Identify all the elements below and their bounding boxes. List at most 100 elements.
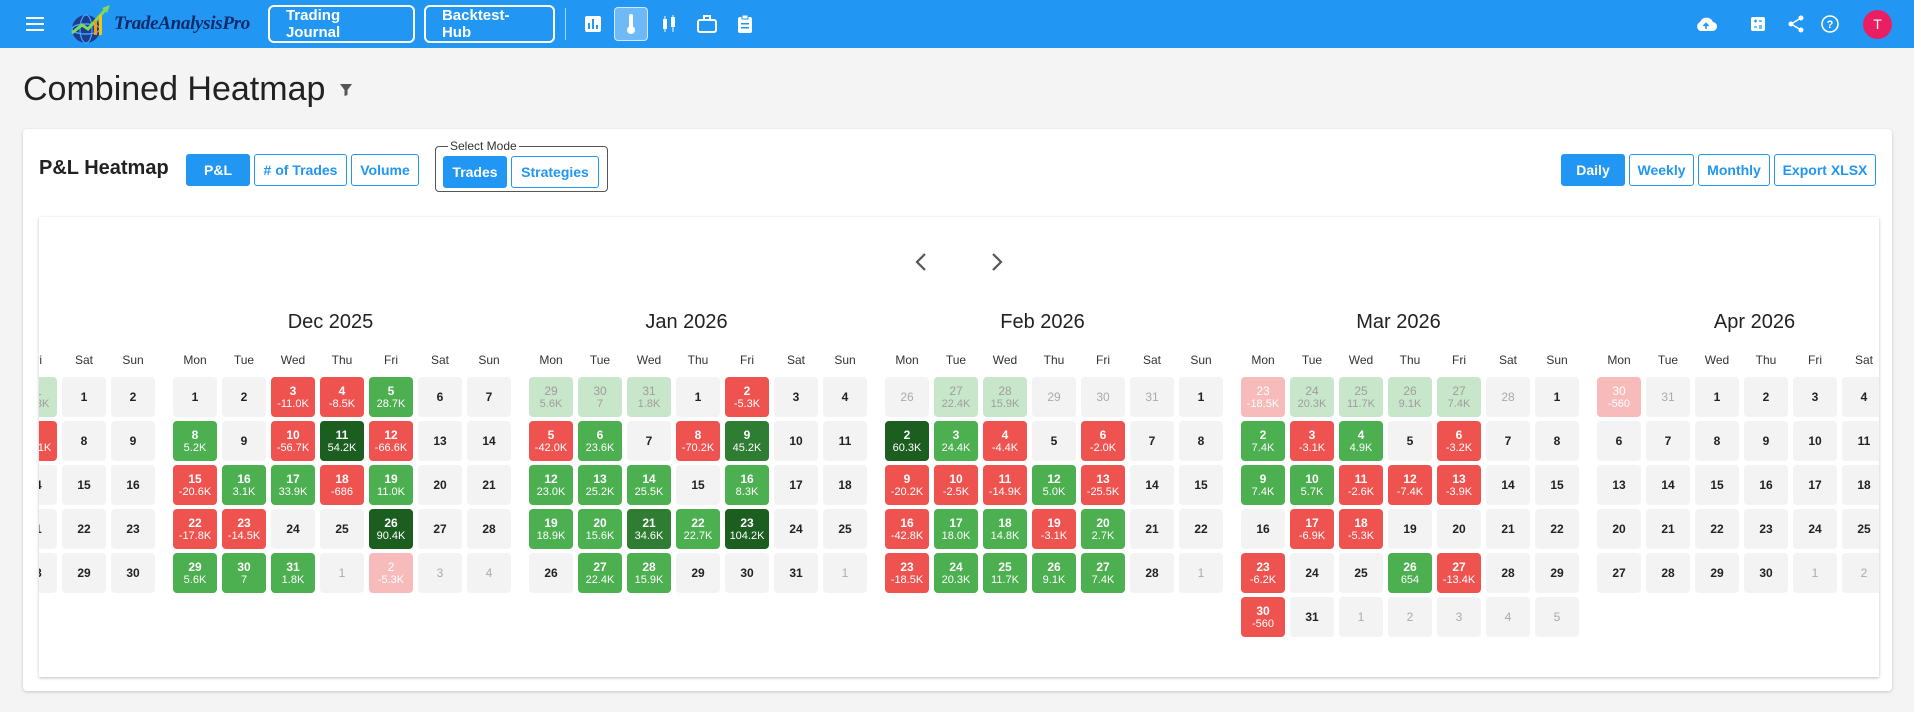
day-cell[interactable]: 20 2.7K	[1081, 509, 1125, 549]
day-cell[interactable]: 28 15.9K	[983, 377, 1027, 417]
day-cell[interactable]: 10 5.7K	[1290, 465, 1334, 505]
day-cell[interactable]: 8 5.2K	[173, 421, 217, 461]
day-cell[interactable]: 7	[1130, 421, 1174, 461]
day-cell[interactable]: 29 5.6K	[173, 553, 217, 593]
day-cell[interactable]: 30	[1744, 553, 1788, 593]
day-cell[interactable]: 30 7	[578, 377, 622, 417]
day-cell[interactable]: 24 20.3K	[934, 553, 978, 593]
day-cell[interactable]: 14	[1130, 465, 1174, 505]
weekly-period-button[interactable]: Weekly	[1629, 154, 1694, 186]
day-cell[interactable]: 2 7.4K	[1241, 421, 1285, 461]
day-cell[interactable]: 25 11.7K	[1339, 377, 1383, 417]
day-cell[interactable]: 15	[1695, 465, 1739, 505]
day-cell[interactable]: 23 -6.2K	[1241, 553, 1285, 593]
day-cell[interactable]: 17	[774, 465, 818, 505]
day-cell[interactable]: 30 -560	[1597, 377, 1641, 417]
day-cell[interactable]: 4 4.9K	[1339, 421, 1383, 461]
day-cell[interactable]: 28	[39, 553, 57, 593]
day-cell[interactable]: 5	[1388, 421, 1432, 461]
day-cell[interactable]: 14	[1646, 465, 1690, 505]
day-cell[interactable]: 31 1.8K	[627, 377, 671, 417]
day-cell[interactable]: 3	[1793, 377, 1837, 417]
day-cell[interactable]: 25 11.7K	[983, 553, 1027, 593]
day-cell[interactable]: 29 5.6K	[529, 377, 573, 417]
day-cell[interactable]: 8	[1695, 421, 1739, 461]
day-cell[interactable]: 8 -70.2K	[676, 421, 720, 461]
day-cell[interactable]: 1	[62, 377, 106, 417]
strategies-mode-button[interactable]: Strategies	[511, 156, 599, 188]
day-cell[interactable]: 16 3.1K	[222, 465, 266, 505]
day-cell[interactable]: 5 28.7K	[369, 377, 413, 417]
day-cell[interactable]: 29	[62, 553, 106, 593]
clipboard-icon[interactable]	[728, 7, 762, 41]
day-cell[interactable]: 29	[1695, 553, 1739, 593]
day-cell[interactable]: 23	[111, 509, 155, 549]
day-cell[interactable]: 11	[1842, 421, 1879, 461]
day-cell[interactable]: 17 18.0K	[934, 509, 978, 549]
day-cell[interactable]: 27	[418, 509, 462, 549]
day-cell[interactable]: 15	[1535, 465, 1579, 505]
day-cell[interactable]: 25	[823, 509, 867, 549]
day-cell[interactable]: 1	[1339, 597, 1383, 637]
day-cell[interactable]: 25	[1339, 553, 1383, 593]
day-cell[interactable]: 27 -13.4K	[1437, 553, 1481, 593]
day-cell[interactable]: 19	[1388, 509, 1432, 549]
day-cell[interactable]: 26 654	[1388, 553, 1432, 593]
day-cell[interactable]: 14	[39, 465, 57, 505]
day-cell[interactable]: 26 9.1K	[1032, 553, 1076, 593]
help-icon[interactable]: ?	[1813, 7, 1847, 41]
day-cell[interactable]: 9	[111, 421, 155, 461]
day-cell[interactable]: 18 -686	[320, 465, 364, 505]
day-cell[interactable]: 27 7.4K	[1437, 377, 1481, 417]
day-cell[interactable]: 12 -66.6K	[369, 421, 413, 461]
day-cell[interactable]: 16	[111, 465, 155, 505]
day-cell[interactable]: 19 18.9K	[529, 509, 573, 549]
day-cell[interactable]: 29	[1535, 553, 1579, 593]
day-cell[interactable]: 9 7.4K	[1241, 465, 1285, 505]
day-cell[interactable]: 20	[418, 465, 462, 505]
day-cell[interactable]: 1	[1179, 553, 1223, 593]
day-cell[interactable]: 23 104.2K	[725, 509, 769, 549]
calculator-icon[interactable]	[1741, 7, 1775, 41]
day-cell[interactable]: 23 -18.5K	[1241, 377, 1285, 417]
day-cell[interactable]: 11	[823, 421, 867, 461]
day-cell[interactable]: 17 33.9K	[271, 465, 315, 505]
day-cell[interactable]: 9	[222, 421, 266, 461]
day-cell[interactable]: 21 34.6K	[627, 509, 671, 549]
day-cell[interactable]: 7	[1646, 421, 1690, 461]
day-cell[interactable]: 21	[1646, 509, 1690, 549]
day-cell[interactable]: 11 -2.6K	[1339, 465, 1383, 505]
day-cell[interactable]: 29	[676, 553, 720, 593]
day-cell[interactable]: 8	[1535, 421, 1579, 461]
day-cell[interactable]: 28	[467, 509, 511, 549]
day-cell[interactable]: 1	[1179, 377, 1223, 417]
day-cell[interactable]: 5 -42.0K	[529, 421, 573, 461]
day-cell[interactable]: 4 -8.5K	[320, 377, 364, 417]
day-cell[interactable]: 11 54.2K	[320, 421, 364, 461]
day-cell[interactable]: 30 7	[222, 553, 266, 593]
day-cell[interactable]: 14 25.5K	[627, 465, 671, 505]
previous-arrow-icon[interactable]	[909, 250, 933, 274]
day-cell[interactable]: 1	[173, 377, 217, 417]
day-cell[interactable]: 20	[1597, 509, 1641, 549]
day-cell[interactable]: 21	[39, 509, 57, 549]
day-cell[interactable]: 26	[885, 377, 929, 417]
day-cell[interactable]: 16 -42.8K	[885, 509, 929, 549]
day-cell[interactable]: 30	[725, 553, 769, 593]
day-cell[interactable]: 30	[111, 553, 155, 593]
day-cell[interactable]: 26 90.4K	[369, 509, 413, 549]
day-cell[interactable]: 3	[418, 553, 462, 593]
day-cell[interactable]: 21	[1486, 509, 1530, 549]
day-cell[interactable]: 10	[1793, 421, 1837, 461]
day-cell[interactable]: 31	[774, 553, 818, 593]
day-cell[interactable]: 31	[1290, 597, 1334, 637]
day-cell[interactable]: 25	[1842, 509, 1879, 549]
day-cell[interactable]: 22	[62, 509, 106, 549]
day-cell[interactable]: 3 24.4K	[934, 421, 978, 461]
day-cell[interactable]: 19 11.0K	[369, 465, 413, 505]
day-cell[interactable]: 6	[1597, 421, 1641, 461]
day-cell[interactable]: 4	[1842, 377, 1879, 417]
day-cell[interactable]: 13	[418, 421, 462, 461]
day-cell[interactable]: 28 15.9K	[627, 553, 671, 593]
next-arrow-icon[interactable]	[985, 250, 1009, 274]
